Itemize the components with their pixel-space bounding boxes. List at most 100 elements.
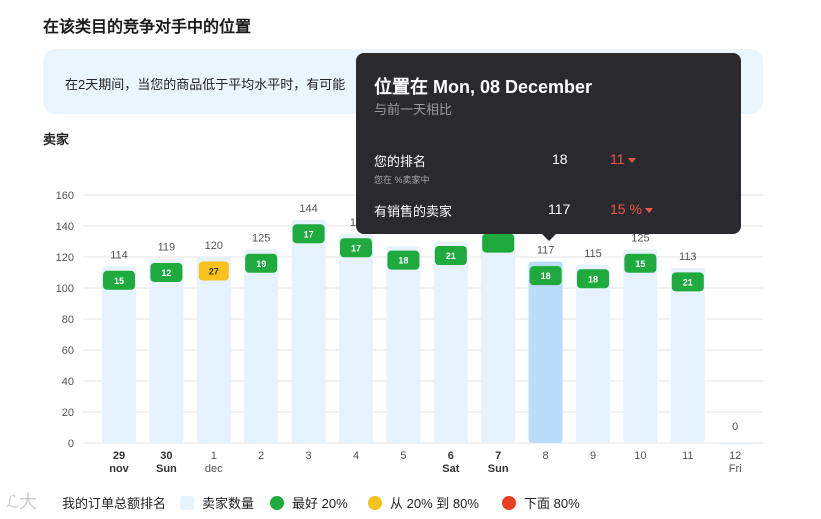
tooltip-rank-change: 11 xyxy=(610,151,636,167)
chart-legend: 我的订单总额排名 卖家数量 最好 20% 从 20% 到 80% 下面 80% xyxy=(0,493,821,511)
tooltip-sellers-change: 15 % xyxy=(610,201,653,217)
y-tick-label: 160 xyxy=(56,190,74,202)
rank-badge-label: 21 xyxy=(446,251,456,261)
rank-badge xyxy=(292,224,325,244)
seller-count-bar xyxy=(576,264,610,443)
info-text: 在2天期间，当您的商品低于平均水平时，有可能 xyxy=(65,77,346,92)
seller-count-label: 144 xyxy=(299,203,317,215)
seller-count-bar xyxy=(339,233,373,443)
tooltip-rank-hint: 您在 %卖家中 xyxy=(374,175,430,185)
chart-tooltip: 位置在 Mon, 08 December 与前一天相比 您的排名 您在 %卖家中… xyxy=(356,53,741,241)
x-tick-label: 2 xyxy=(258,450,264,462)
seller-count-bar xyxy=(433,241,468,443)
y-tick-label: 20 xyxy=(62,407,74,419)
rank-badge xyxy=(245,253,278,273)
rank-badge xyxy=(577,269,609,289)
seller-count-label: 117 xyxy=(537,245,555,257)
rank-badge-label: 15 xyxy=(114,276,124,286)
seller-count-label: 125 xyxy=(631,232,649,244)
seller-count-bar xyxy=(244,249,279,443)
legend-sellers-label: 卖家数量 xyxy=(202,496,255,511)
rank-badge-label: 19 xyxy=(256,259,266,269)
seller-count-bar xyxy=(481,229,516,443)
y-tick-label: 60 xyxy=(62,345,74,357)
seller-count-bar xyxy=(670,267,705,443)
legend-item-mid[interactable]: 从 20% 到 80% xyxy=(368,493,479,512)
tooltip-rank-change-value: 11 xyxy=(610,151,625,167)
legend-item-best[interactable]: 最好 20% xyxy=(270,493,348,512)
tooltip-subtitle: 与前一天相比 xyxy=(374,102,453,117)
watermark-text: 大 xyxy=(18,492,37,512)
rank-badge-label: 18 xyxy=(588,274,598,284)
best-swatch-icon xyxy=(270,495,284,510)
tooltip-rank-value: 18 xyxy=(552,151,568,167)
x-tick-sublabel: Sun xyxy=(156,463,177,475)
legend-item-rank[interactable]: 我的订单总额排名 xyxy=(62,493,166,512)
rank-badge xyxy=(434,246,467,265)
legend-bottom-label: 下面 80% xyxy=(524,496,580,511)
mid-swatch-icon xyxy=(368,495,382,510)
x-tick-label: 8 xyxy=(543,450,549,462)
x-tick-label: 12 xyxy=(729,450,741,462)
seller-count-label: 0 xyxy=(732,421,738,433)
x-tick-label: 29 xyxy=(113,450,125,462)
bottom-swatch-icon xyxy=(502,495,516,510)
x-tick-label: 6 xyxy=(448,450,454,462)
tooltip-title: 位置在 Mon, 08 December xyxy=(374,77,593,97)
rank-badge xyxy=(150,263,183,283)
rank-badge-label: 17 xyxy=(304,229,314,239)
tooltip-rank-label: 您的排名 xyxy=(374,154,427,169)
x-tick-label: 11 xyxy=(682,450,693,462)
rank-badge-label: 18 xyxy=(541,271,551,281)
tooltip-sellers-change-value: 15 % xyxy=(610,201,642,217)
rank-badge-label: 17 xyxy=(351,243,361,253)
caret-down-icon xyxy=(644,207,653,213)
y-tick-label: 0 xyxy=(68,438,74,450)
rank-badge xyxy=(529,266,562,286)
seller-count-bar xyxy=(149,258,184,443)
x-tick-sublabel: dec xyxy=(205,463,223,475)
seller-count-label: 120 xyxy=(205,240,223,252)
tooltip-sellers-value: 117 xyxy=(548,201,571,217)
sellers-section-label: 卖家 xyxy=(43,132,70,147)
seller-count-bar xyxy=(196,257,231,443)
sellers-swatch-icon xyxy=(180,495,194,510)
x-tick-sublabel: Sat xyxy=(442,463,459,475)
x-tick-label: 9 xyxy=(590,450,596,462)
caret-down-icon xyxy=(627,157,636,163)
seller-count-bar xyxy=(102,266,136,443)
seller-count-bar xyxy=(291,219,326,443)
rank-badge xyxy=(387,250,420,270)
seller-count-label: 125 xyxy=(252,232,270,244)
x-tick-label: 4 xyxy=(353,450,359,462)
rank-badge xyxy=(103,270,135,290)
legend-best-label: 最好 20% xyxy=(292,496,348,511)
x-tick-sublabel: nov xyxy=(109,463,129,475)
legend-item-bottom[interactable]: 下面 80% xyxy=(502,493,580,512)
rank-badge-label: 27 xyxy=(209,267,219,277)
seller-count-bar xyxy=(623,249,658,443)
legend-item-sellers[interactable]: 卖家数量 xyxy=(180,493,254,512)
y-tick-label: 120 xyxy=(56,252,74,264)
rank-badge xyxy=(482,233,515,253)
x-tick-label: 5 xyxy=(400,450,406,462)
rank-badge-label: 12 xyxy=(161,268,171,278)
x-tick-label: 10 xyxy=(634,450,646,462)
rank-badge-label: 21 xyxy=(683,277,693,287)
x-tick-label: 7 xyxy=(495,450,501,462)
rank-badge xyxy=(340,238,372,258)
x-tick-sublabel: Sun xyxy=(488,463,509,475)
legend-rank-label: 我的订单总额排名 xyxy=(62,496,167,511)
page-title: 在该类目的竞争对手中的位置 xyxy=(43,19,252,36)
tooltip-sellers-label: 有销售的卖家 xyxy=(374,204,453,219)
y-tick-label: 100 xyxy=(56,283,74,295)
y-tick-label: 140 xyxy=(56,221,74,233)
rank-badge xyxy=(198,261,229,281)
x-tick-label: 3 xyxy=(306,450,312,462)
x-tick-label: 30 xyxy=(160,450,172,462)
seller-count-label: 113 xyxy=(679,251,697,263)
legend-mid-label: 从 20% 到 80% xyxy=(390,496,479,511)
y-tick-label: 80 xyxy=(62,314,74,326)
watermark-logo: ℒ大 xyxy=(6,492,37,512)
rank-badge-label: 15 xyxy=(635,259,645,269)
